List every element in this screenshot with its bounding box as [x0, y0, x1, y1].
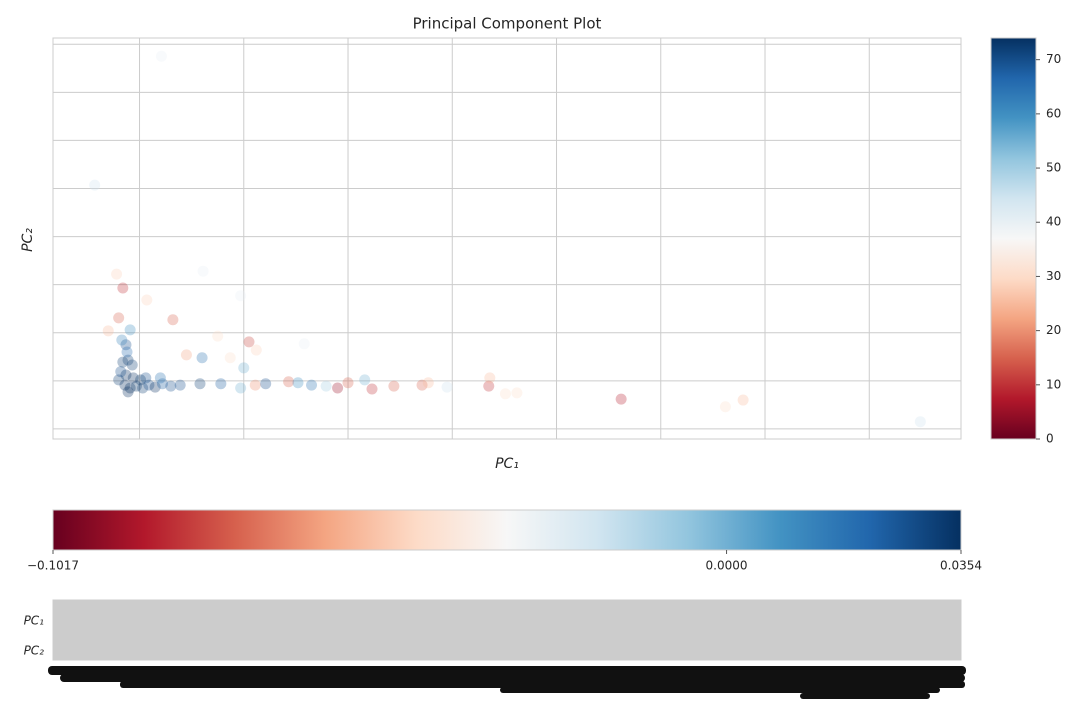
point: [260, 378, 272, 390]
point: [120, 339, 132, 351]
colorbar-tick-label: 20: [1046, 323, 1061, 337]
point: [366, 383, 378, 395]
point: [235, 382, 247, 394]
point: [126, 359, 138, 371]
point: [137, 382, 149, 394]
point: [441, 381, 453, 393]
heatmap-row-label: PC₁: [24, 614, 45, 628]
point: [615, 393, 627, 405]
point: [197, 265, 209, 277]
point: [511, 387, 523, 399]
point: [120, 369, 132, 381]
point: [243, 336, 255, 348]
colorbar-tick-label: 50: [1046, 161, 1061, 175]
point: [292, 377, 304, 389]
point: [117, 356, 129, 368]
point: [113, 312, 125, 324]
heatmap-colorbar-tick-label: 0.0354: [940, 559, 982, 573]
y-axis-label: PC₂: [20, 228, 36, 252]
point: [117, 282, 129, 294]
point: [249, 379, 261, 391]
chart-title: Principal Component Plot: [413, 15, 602, 33]
point: [143, 379, 155, 391]
heatmap-colorbar: [52, 509, 962, 551]
point: [113, 374, 125, 386]
point: [422, 377, 434, 389]
point: [149, 381, 161, 393]
point: [119, 379, 131, 391]
point: [484, 372, 496, 384]
point: [914, 416, 926, 428]
point: [127, 372, 139, 384]
point: [196, 352, 208, 364]
point: [298, 338, 310, 350]
colorbar-tick-label: 60: [1046, 106, 1061, 120]
point: [122, 354, 134, 366]
colorbar-tick-label: 10: [1046, 377, 1061, 391]
point: [174, 379, 186, 391]
point: [154, 372, 166, 384]
colorbar-tick-label: 0: [1046, 432, 1054, 446]
point: [89, 179, 101, 191]
point: [250, 344, 262, 356]
point: [165, 380, 177, 392]
point: [124, 324, 136, 336]
point: [194, 378, 206, 390]
point: [719, 401, 731, 413]
point: [156, 378, 168, 390]
colorbar-tick-label: 30: [1046, 269, 1061, 283]
point: [167, 314, 179, 326]
heatmap-colorbar-tick-label: −0.1017: [27, 559, 79, 573]
point: [388, 380, 400, 392]
plot-frame: [52, 37, 962, 440]
heatmap: [52, 599, 962, 661]
point: [235, 290, 247, 302]
point: [180, 349, 192, 361]
point: [121, 346, 133, 358]
point: [116, 334, 128, 346]
point: [342, 377, 354, 389]
point: [416, 379, 428, 391]
point: [212, 330, 224, 342]
point: [122, 386, 134, 398]
point: [215, 378, 227, 390]
point: [238, 362, 250, 374]
point: [483, 380, 495, 392]
point: [111, 268, 123, 280]
point: [499, 388, 511, 400]
point: [130, 380, 142, 392]
point: [140, 372, 152, 384]
heatmap-colorbar-tick-label: 0.0000: [706, 559, 748, 573]
point: [102, 325, 114, 337]
point: [320, 380, 332, 392]
point: [737, 394, 749, 406]
point: [141, 294, 153, 306]
point: [224, 352, 236, 364]
x-axis-label: PC₁: [495, 456, 519, 472]
point: [155, 50, 167, 62]
colorbar-tick-label: 70: [1046, 52, 1061, 66]
feature-labels-smear: [48, 666, 966, 699]
point: [283, 376, 295, 388]
heatmap-row-label: PC₂: [24, 644, 45, 658]
colorbar: [990, 37, 1037, 440]
point: [359, 374, 371, 386]
point: [115, 366, 127, 378]
point: [306, 379, 318, 391]
point: [124, 382, 136, 394]
point: [332, 382, 344, 394]
point: [135, 374, 147, 386]
colorbar-tick-label: 40: [1046, 215, 1061, 229]
